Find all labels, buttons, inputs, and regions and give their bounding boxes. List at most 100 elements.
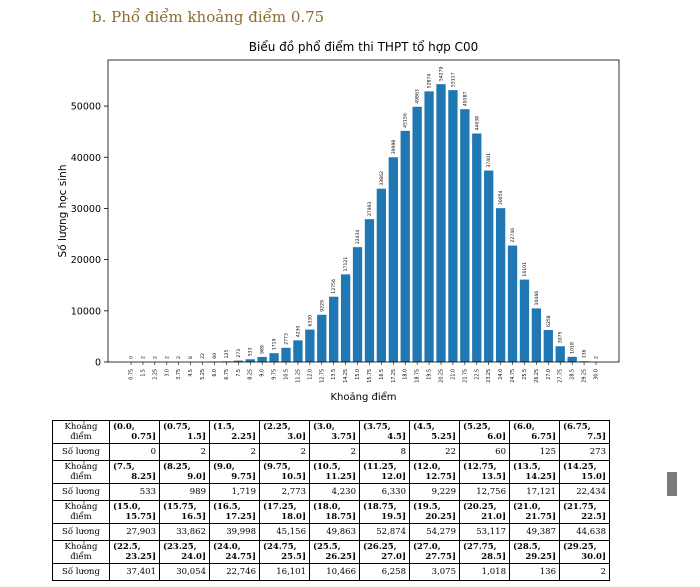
- y-tick-label: 10000: [71, 306, 101, 317]
- interval-cell: (17.25, 18.0]: [259, 500, 310, 524]
- count-row: Số lương 0 2 2 2 2 8 22 60 125 273: [52, 443, 610, 461]
- bar-value-label: 3075: [558, 331, 564, 343]
- bar-value-label: 60: [212, 353, 218, 359]
- bar: [555, 346, 565, 362]
- bar-value-label: 22746: [510, 228, 516, 243]
- x-tick-label: 30.0: [594, 369, 600, 380]
- bar: [329, 296, 339, 362]
- y-axis-label: Số lượng học sinh: [57, 165, 69, 258]
- count-cell: 27,903: [109, 523, 160, 541]
- bar-value-label: 2: [164, 356, 170, 359]
- x-tick-label: 20.25: [439, 369, 445, 383]
- bar: [507, 245, 518, 362]
- x-tick-label: 26.25: [534, 369, 540, 383]
- x-tick-label: 15.0: [355, 369, 361, 380]
- bar: [340, 274, 351, 362]
- x-tick-label: 10.5: [284, 369, 290, 380]
- row-header-interval: Khoảng điểm: [52, 460, 110, 484]
- count-row: Số lương 37,401 30,054 22,746 16,101 10,466 6,…: [52, 563, 610, 581]
- x-tick-label: 3.75: [176, 369, 182, 380]
- x-tick-label: 21.0: [450, 369, 456, 380]
- x-tick-label: 6.75: [224, 369, 230, 380]
- x-tick-label: 12.0: [307, 369, 313, 380]
- count-row: Số lương 533 989 1,719 2,773 4,230 6,330 9,229 1…: [52, 483, 610, 501]
- count-cell: 49,387: [509, 523, 560, 541]
- bar-value-label: 10466: [534, 291, 540, 306]
- x-tick-label: 1.5: [140, 369, 146, 377]
- count-cell: 6,258: [359, 563, 410, 581]
- interval-cell: (6.75, 7.5]: [559, 420, 610, 444]
- scrollbar-thumb[interactable]: [667, 472, 677, 496]
- bar-value-label: 2: [140, 356, 146, 359]
- bar: [436, 84, 446, 363]
- interval-cell: (12.0, 12.75]: [409, 460, 460, 484]
- interval-row: Khoảng điểm (7.5, 8.25] (8.25, 9.0] (9.0, 9.75]…: [52, 460, 610, 484]
- x-tick-label: 28.5: [570, 369, 576, 380]
- count-cell: 2: [159, 443, 210, 461]
- x-tick-label: 9.75: [272, 369, 278, 380]
- count-cell: 125: [509, 443, 560, 461]
- count-cell: 0: [109, 443, 160, 461]
- bar: [245, 359, 255, 362]
- bar-value-label: 33862: [379, 171, 385, 186]
- count-cell: 2,773: [259, 483, 310, 501]
- bar-value-label: 6330: [307, 315, 313, 327]
- row-header-interval: Khoảng điểm: [52, 500, 110, 524]
- bar-value-label: 22434: [355, 229, 361, 244]
- interval-cell: (22.5, 23.25]: [109, 540, 160, 564]
- bar: [472, 133, 482, 362]
- bar-value-label: 6258: [546, 315, 552, 327]
- row-header-count: Số lương: [52, 443, 110, 461]
- count-cell: 6,330: [359, 483, 410, 501]
- count-cell: 2: [209, 443, 260, 461]
- interval-cell: (18.0, 18.75]: [309, 500, 360, 524]
- count-cell: 45,156: [259, 523, 310, 541]
- count-cell: 3,075: [409, 563, 460, 581]
- interval-cell: (10.5, 11.25]: [309, 460, 360, 484]
- interval-cell: (9.0, 9.75]: [209, 460, 260, 484]
- interval-cell: (11.25, 12.0]: [359, 460, 410, 484]
- interval-cell: (20.25, 21.0]: [459, 500, 510, 524]
- x-tick-label: 23.25: [486, 369, 492, 383]
- count-cell: 22: [409, 443, 460, 461]
- x-tick-label: 16.5: [379, 369, 385, 380]
- interval-row: Khoảng điểm (0.0, 0.75] (0.75, 1.5] (1.5, 2.25]…: [52, 420, 610, 444]
- interval-cell: (3.75, 4.5]: [359, 420, 410, 444]
- bar-value-label: 12756: [331, 279, 337, 294]
- interval-cell: (15.75, 16.5]: [159, 500, 210, 524]
- bar-value-label: 16101: [522, 262, 528, 277]
- count-cell: 22,746: [209, 563, 260, 581]
- x-tick-label: 21.75: [462, 369, 468, 383]
- count-cell: 8: [359, 443, 410, 461]
- interval-cell: (21.75, 22.5]: [559, 500, 610, 524]
- x-tick-label: 11.25: [295, 369, 301, 383]
- count-cell: 33,862: [159, 523, 210, 541]
- bar-value-label: 4230: [295, 326, 301, 338]
- bar-value-label: 1719: [272, 338, 278, 350]
- score-table: Khoảng điểm (0.0, 0.75] (0.75, 1.5] (1.5, 2.25]…: [52, 420, 610, 581]
- x-tick-label: 18.0: [403, 369, 409, 380]
- y-tick-label: 40000: [71, 153, 101, 164]
- x-tick-label: 5.25: [200, 369, 206, 380]
- row-header-interval: Khoảng điểm: [52, 540, 110, 564]
- x-tick-label: 8.25: [248, 369, 254, 380]
- count-cell: 54,279: [409, 523, 460, 541]
- bar-value-label: 1018: [570, 342, 576, 354]
- interval-cell: (8.25, 9.0]: [159, 460, 210, 484]
- count-cell: 10,466: [309, 563, 360, 581]
- x-tick-label: 6.0: [212, 369, 218, 377]
- interval-cell: (13.5, 14.25]: [509, 460, 560, 484]
- bar-value-label: 30054: [498, 190, 504, 205]
- bar-value-label: 533: [248, 347, 254, 356]
- interval-cell: (25.5, 26.25]: [309, 540, 360, 564]
- bar-value-label: 8: [188, 356, 194, 359]
- count-cell: 17,121: [509, 483, 560, 501]
- interval-cell: (0.0, 0.75]: [109, 420, 160, 444]
- bar-value-label: 2: [176, 356, 182, 359]
- bar: [352, 247, 363, 362]
- row-header-count: Số lương: [52, 523, 110, 541]
- x-tick-label: 3.0: [164, 369, 170, 377]
- interval-row: Khoảng điểm (22.5, 23.25] (23.25, 24.0] (24.0,…: [52, 540, 610, 564]
- chart-title: Biểu đồ phổ điểm thi THPT tổ hợp C00: [249, 40, 478, 54]
